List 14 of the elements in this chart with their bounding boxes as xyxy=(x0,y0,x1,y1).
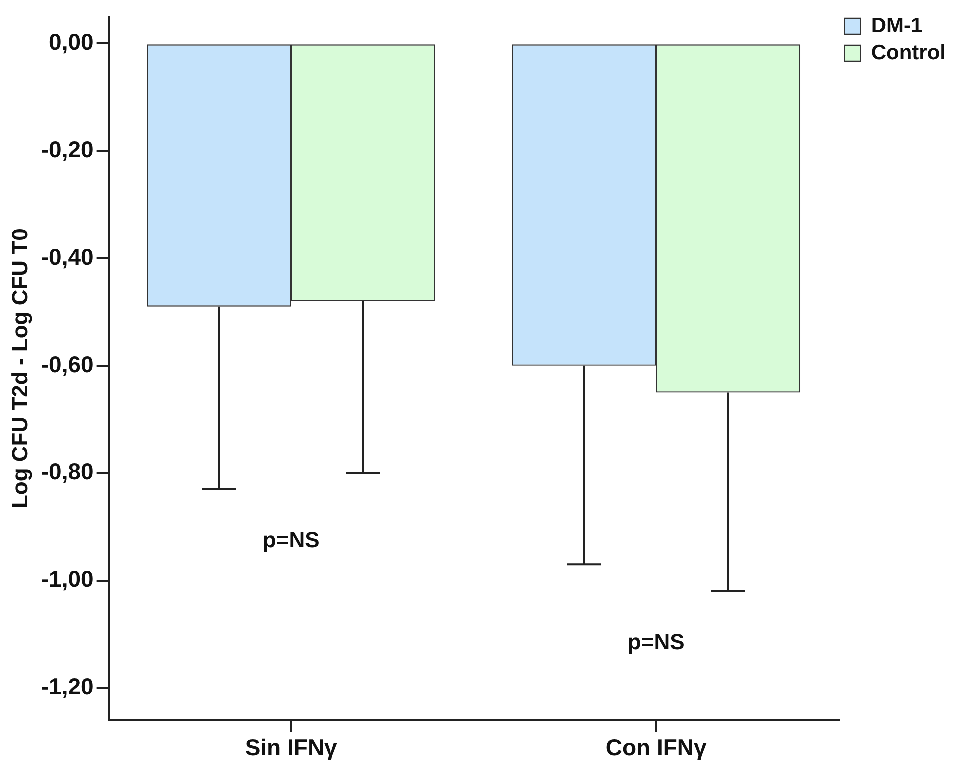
y-tick-label: 0,00 xyxy=(49,29,94,55)
x-tick-label: Sin IFNγ xyxy=(245,734,338,761)
annotation: p=NS xyxy=(262,528,320,553)
y-tick-label: -1,00 xyxy=(41,566,94,592)
annotation: p=NS xyxy=(628,630,685,655)
x-tick-label: Con IFNγ xyxy=(606,734,708,761)
y-tick-label: -0,20 xyxy=(41,136,94,162)
y-tick-label: -0,60 xyxy=(41,351,94,378)
y-tick-label: -0,80 xyxy=(41,458,94,485)
y-tick-label: -0,40 xyxy=(41,244,94,270)
y-axis-title: Log CFU T2d - Log CFU T0 xyxy=(7,228,32,509)
legend-label: Control xyxy=(871,41,946,64)
legend-label: DM-1 xyxy=(871,14,924,38)
y-tick-label: -1,20 xyxy=(41,674,94,700)
